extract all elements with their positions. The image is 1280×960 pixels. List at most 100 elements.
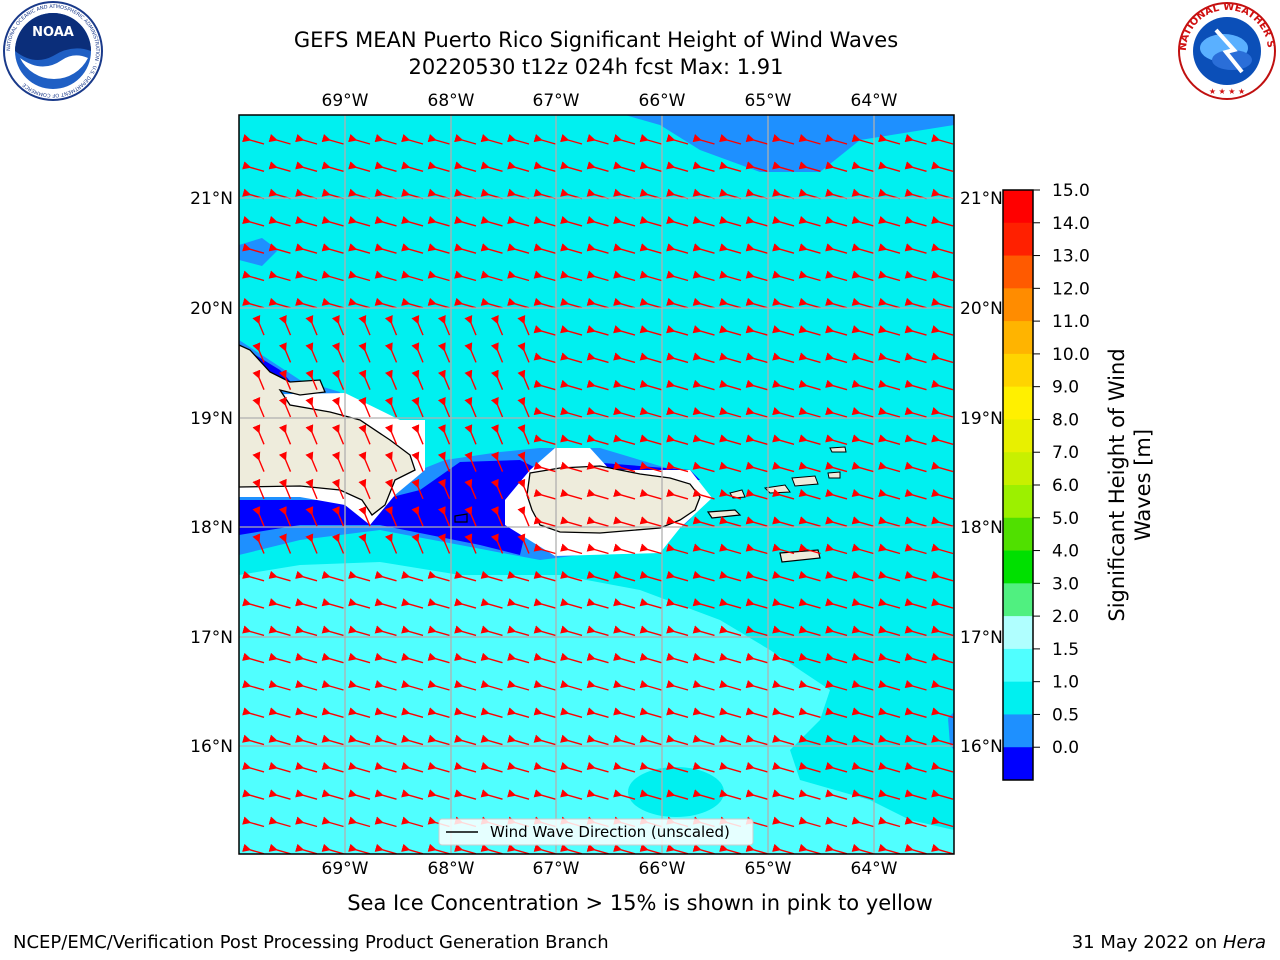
wave-direction-arrow <box>560 734 583 746</box>
wave-direction-arrow <box>825 434 848 445</box>
wave-direction-arrow <box>507 789 530 800</box>
wave-direction-arrow <box>613 379 636 391</box>
wave-direction-arrow <box>374 270 397 282</box>
wave-direction-arrow <box>851 488 874 500</box>
wave-direction-arrow <box>331 533 345 554</box>
wave-direction-arrow <box>401 270 424 282</box>
wave-direction-arrow <box>533 134 556 145</box>
wave-direction-arrow <box>252 451 265 472</box>
wave-direction-arrow <box>851 734 874 746</box>
wave-direction-arrow <box>825 488 848 500</box>
lon-label-bottom: 68°W <box>428 859 475 879</box>
wave-direction-arrow <box>242 215 265 227</box>
wave-direction-arrow <box>437 533 451 554</box>
wave-direction-arrow <box>533 379 556 391</box>
colorbar-tick-label: 14.0 <box>1052 214 1090 234</box>
wave-direction-arrow <box>348 816 371 828</box>
wave-direction-arrow <box>666 461 689 473</box>
wave-direction-arrow <box>305 369 318 390</box>
wave-direction-arrow <box>454 134 477 145</box>
wave-direction-arrow <box>851 352 874 364</box>
wave-field-1.0-1.5-patch <box>628 767 724 817</box>
wave-direction-arrow <box>427 707 450 718</box>
wave-direction-arrow <box>798 789 821 800</box>
wave-direction-arrow <box>798 761 821 773</box>
wave-direction-arrow <box>878 680 901 691</box>
wave-direction-arrow <box>305 396 318 418</box>
colorbar-tick-label: 7.0 <box>1052 443 1079 463</box>
wave-direction-arrow <box>437 451 451 472</box>
wave-direction-arrow <box>321 134 344 145</box>
wave-direction-arrow <box>268 161 291 172</box>
wave-direction-arrow <box>745 516 768 527</box>
wave-direction-arrow <box>295 816 318 828</box>
lon-label-top: 69°W <box>322 91 369 111</box>
wave-direction-arrow <box>374 134 397 145</box>
colorbar-tick-label: 11.0 <box>1052 312 1090 332</box>
wave-direction-arrow <box>639 543 662 555</box>
wave-direction-arrow <box>401 734 424 746</box>
wave-direction-arrow <box>931 434 954 445</box>
wave-direction-arrow <box>613 352 636 364</box>
wave-direction-arrow <box>772 734 795 746</box>
wave-direction-arrow <box>931 625 954 637</box>
wave-direction-arrow <box>904 680 927 691</box>
wave-direction-arrow <box>613 134 636 145</box>
wave-direction-arrow <box>878 325 901 336</box>
wave-direction-arrow <box>639 680 662 691</box>
wave-direction-arrow <box>692 734 715 746</box>
wave-direction-arrow <box>374 680 397 691</box>
wave-direction-arrow <box>295 270 318 282</box>
wave-direction-arrow <box>464 396 477 418</box>
wave-direction-arrow <box>692 843 715 854</box>
wave-direction-arrow <box>825 270 848 282</box>
wave-direction-arrow <box>692 461 715 473</box>
wave-direction-arrow <box>878 352 901 364</box>
wave-direction-arrow <box>560 789 583 800</box>
wave-direction-arrow <box>480 134 503 145</box>
wave-direction-arrow <box>278 533 292 554</box>
wave-direction-arrow <box>464 342 477 363</box>
wave-direction-arrow <box>745 761 768 773</box>
footer-date: 31 May 2022 on Hera <box>1072 932 1266 953</box>
nws-logo: NATIONAL WEATHER SERVICE ★ ★ ★ ★ <box>1176 0 1276 100</box>
wave-direction-arrow <box>931 516 954 527</box>
wave-direction-arrow <box>904 215 927 227</box>
wave-direction-arrow <box>517 478 530 500</box>
wave-direction-arrow <box>480 843 503 854</box>
wave-direction-arrow <box>639 570 662 582</box>
wave-direction-arrow <box>401 761 424 773</box>
wave-direction-arrow <box>384 369 398 390</box>
wave-direction-arrow <box>295 598 318 609</box>
wave-direction-arrow <box>692 161 715 172</box>
wave-direction-arrow <box>454 652 477 664</box>
wave-direction-arrow <box>268 270 291 282</box>
wave-direction-arrow <box>358 396 371 418</box>
wave-direction-arrow <box>358 424 371 445</box>
wave-direction-arrow <box>666 325 689 336</box>
wave-direction-arrow <box>719 543 742 555</box>
wave-direction-arrow <box>851 570 874 582</box>
wave-direction-arrow <box>295 243 318 254</box>
wave-direction-arrow <box>586 215 609 227</box>
colorbar: 15.0 14.0 13.0 12.0 11.0 10.0 9.0 8.0 7.0 6.0 5.0 4… <box>1002 181 1090 781</box>
wave-direction-arrow <box>517 369 530 390</box>
wave-direction-arrow <box>533 215 556 227</box>
wave-direction-arrow <box>384 396 398 418</box>
wave-direction-arrow <box>427 843 450 854</box>
colorbar-segment <box>1003 616 1033 650</box>
wave-direction-arrow <box>242 625 265 637</box>
wave-field-1.5-2.0 <box>239 562 954 854</box>
lon-label-bottom: 65°W <box>745 859 792 879</box>
wave-direction-arrow <box>437 396 451 418</box>
wave-direction-arrow <box>374 707 397 718</box>
wave-direction-arrow <box>242 652 265 664</box>
wave-direction-arrow <box>772 407 795 418</box>
wave-direction-arrow <box>268 297 291 309</box>
wave-direction-arrow <box>401 843 424 854</box>
land-mona-island <box>454 513 468 523</box>
wave-direction-arrow <box>411 315 424 336</box>
wave-direction-arrow <box>798 325 821 336</box>
wave-direction-arrow <box>321 761 344 773</box>
wave-direction-arrow <box>666 761 689 773</box>
